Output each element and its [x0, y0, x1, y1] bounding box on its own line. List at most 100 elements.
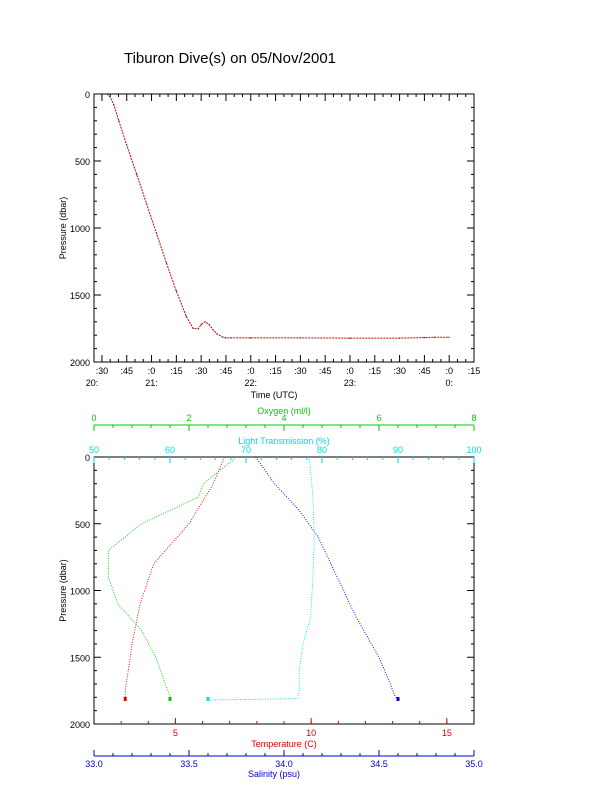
top-x-tick-label: :0 — [346, 366, 354, 376]
top-y-tick-label: 1000 — [70, 224, 90, 234]
dive-pressure-point — [136, 173, 138, 175]
light-transmission-tick-label: 80 — [317, 445, 327, 455]
top-x-hour-label: 20: — [86, 378, 99, 388]
dive-pressure-point — [299, 337, 301, 339]
light-transmission-profile-line — [207, 456, 315, 701]
dive-pressure-point — [204, 321, 206, 323]
temperature-bottom-marker — [123, 696, 127, 701]
top-x-hour-label: 0: — [445, 378, 453, 388]
dive-pressure-point — [155, 232, 158, 234]
dive-pressure-point — [423, 337, 425, 339]
temperature-tick-label: 15 — [442, 728, 452, 738]
top-y-tick-label: 1500 — [70, 291, 90, 301]
light-transmission-tick-label: 70 — [241, 445, 251, 455]
bottom-y-axis-label: Pressure (dbar) — [58, 559, 68, 622]
top-x-hour-label: 23: — [344, 378, 357, 388]
salinity-axis-label: Salinity (psu) — [248, 769, 300, 779]
page-title: Tiburon Dive(s) on 05/Nov/2001 — [123, 50, 337, 67]
salinity-tick-label: 33.5 — [180, 759, 198, 769]
salinity-tick-label: 34.0 — [275, 759, 293, 769]
oxygen-tick-label: 0 — [91, 413, 96, 423]
top-y-axis-label: Pressure (dbar) — [58, 197, 68, 260]
oxygen-axis-label: Oxygen (ml/l) — [257, 406, 311, 416]
temperature-axis-label: Temperature (C) — [251, 739, 317, 749]
dive-pressure-point — [118, 120, 120, 122]
dive-pressure-point — [109, 96, 111, 98]
dive-pressure-point — [250, 337, 252, 339]
temperature-profile-line — [124, 456, 225, 700]
light-transmission-tick-label: 100 — [466, 445, 481, 455]
oxygen-tick-label: 8 — [471, 413, 476, 423]
dive-pressure-point — [448, 336, 450, 338]
dive-pressure-point — [349, 337, 351, 339]
top-x-tick-label: :30 — [195, 366, 208, 376]
bottom-y-tick-label: 1500 — [70, 653, 90, 663]
top-x-tick-label: :0 — [445, 366, 453, 376]
top-x-tick-label: :45 — [319, 366, 332, 376]
dive-pressure-point — [185, 315, 187, 318]
top-x-tick-label: :30 — [393, 366, 406, 376]
dive-pressure-point — [222, 336, 224, 338]
oxygen-tick-label: 2 — [186, 413, 191, 423]
dive-pressure-point — [212, 329, 214, 331]
salinity-profile-line — [255, 456, 399, 701]
top-y-tick-label: 2000 — [70, 358, 90, 368]
top-x-tick-label: :15 — [369, 366, 382, 376]
dive-pressure-line — [106, 93, 450, 339]
light-transmission-tick-label: 60 — [165, 445, 175, 455]
light-transmission-tick-label: 90 — [393, 445, 403, 455]
dive-pressure-point — [197, 328, 199, 330]
top-x-tick-label: :45 — [220, 366, 233, 376]
top-x-tick-label: :0 — [247, 366, 255, 376]
top-x-hour-label: 21: — [145, 378, 158, 388]
top-x-tick-label: :45 — [120, 366, 133, 376]
oxygen-bottom-marker — [168, 696, 172, 701]
dive-pressure-point — [113, 104, 115, 106]
top-y-tick-label: 0 — [85, 90, 90, 100]
oxygen-tick-label: 6 — [376, 413, 381, 423]
dive-pressure-point — [230, 337, 232, 339]
temperature-tick-label: 10 — [306, 728, 316, 738]
salinity-bottom-marker — [396, 696, 400, 701]
dive-pressure-point — [398, 337, 401, 339]
top-x-tick-label: :45 — [418, 366, 431, 376]
light-transmission-axis-label: Light Transmission (%) — [238, 436, 330, 446]
top-x-hour-label: 22: — [245, 378, 258, 388]
dive-pressure-point — [208, 323, 210, 326]
bottom-plot-frame — [93, 456, 475, 725]
top-x-tick-label: :30 — [294, 366, 307, 376]
bottom-y-tick-label: 2000 — [70, 720, 90, 730]
oxygen-tick-label: 4 — [281, 413, 286, 423]
dive-pressure-point — [216, 333, 218, 335]
dive-pressure-point — [106, 93, 108, 95]
light-transmission-bottom-marker — [206, 696, 210, 701]
bottom-y-tick-label: 1000 — [70, 587, 90, 597]
light-transmission-tick-label: 50 — [89, 445, 99, 455]
temperature-tick-label: 5 — [173, 728, 178, 738]
dive-pressure-point — [126, 144, 128, 146]
top-x-tick-label: :15 — [468, 366, 481, 376]
oxygen-profile-line — [107, 456, 237, 700]
dive-pressure-point — [192, 327, 194, 330]
dive-pressure-point — [165, 262, 168, 264]
time-pressure-chart: 0 500 1000 1500 2000 :30 :45 :0 :15 :30 :45 :0 :15 :3… — [58, 90, 480, 400]
dive-pressure-point — [145, 203, 148, 205]
dive-pressure-point — [175, 290, 177, 292]
dive-pressure-point — [225, 337, 227, 339]
bottom-y-tick-label: 500 — [75, 520, 90, 530]
dive-pressure-point — [200, 323, 202, 326]
salinity-tick-label: 33.0 — [85, 759, 103, 769]
top-plot-frame — [93, 93, 475, 363]
salinity-tick-label: 34.5 — [370, 759, 388, 769]
top-x-tick-label: :15 — [269, 366, 282, 376]
dive-pressure-point — [433, 336, 435, 338]
top-x-axis-label: Time (UTC) — [251, 390, 298, 400]
top-x-tick-label: :0 — [148, 366, 156, 376]
top-x-tick-label: :30 — [96, 366, 109, 376]
bottom-y-tick-label: 0 — [85, 453, 90, 463]
top-y-tick-label: 500 — [75, 157, 90, 167]
salinity-tick-label: 35.0 — [465, 759, 483, 769]
top-x-tick-label: :15 — [170, 366, 183, 376]
